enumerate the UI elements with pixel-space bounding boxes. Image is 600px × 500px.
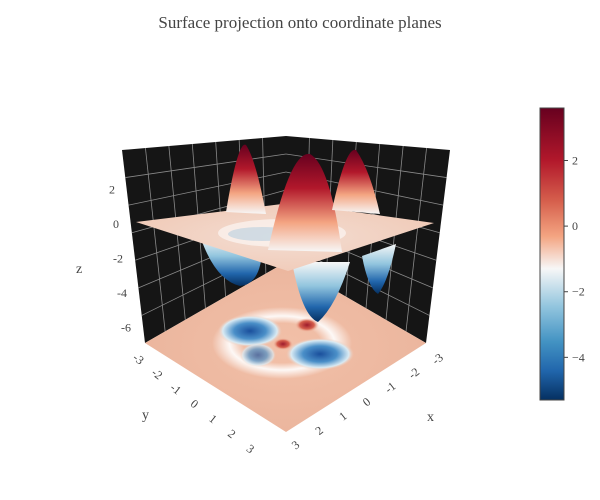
y-tick-label: 3 (244, 441, 257, 456)
z-axis-ticks: 2 0 -2 -4 -6 (109, 183, 131, 335)
z-tick-label: -6 (121, 321, 131, 335)
colorbar-gradient (539, 107, 565, 401)
colorbar-ticks: 2 0 −2 −4 (564, 153, 585, 364)
floor-blue-blob (240, 343, 276, 367)
y-tick-label: 2 (225, 426, 238, 441)
grid-line (128, 171, 287, 206)
y-tick-label: -3 (130, 350, 146, 367)
z-tick-label: -4 (117, 286, 127, 300)
floor-blue-blob (218, 315, 282, 347)
x-tick-label: -2 (406, 365, 422, 382)
x-tick-label: 1 (336, 409, 349, 424)
grid-line (405, 147, 427, 332)
x-tick-label: -3 (429, 350, 445, 367)
grid-line (125, 153, 287, 178)
y-tick-label: -1 (168, 380, 184, 397)
x-tick-label: 3 (289, 437, 302, 452)
y-tick-label: -2 (149, 365, 165, 382)
grid-line (145, 147, 166, 332)
z-tick-label: 0 (113, 217, 119, 231)
colorbar-tick-label: 0 (572, 219, 578, 233)
y-tick-label: 0 (188, 396, 201, 411)
surface-peaks (226, 144, 380, 252)
peak (268, 153, 342, 252)
colorbar-tick-label: −2 (572, 285, 585, 299)
floor-red-blob (273, 338, 293, 350)
x-tick-label: -1 (382, 379, 398, 396)
chart-title: Surface projection onto coordinate plane… (158, 13, 442, 32)
z-tick-label: 2 (109, 183, 115, 197)
x-tick-label: 0 (360, 394, 373, 409)
colorbar-tick-label: 2 (572, 153, 578, 167)
trough (292, 262, 350, 322)
x-tick-label: 2 (313, 423, 326, 438)
colorbar: 2 0 −2 −4 (539, 107, 585, 401)
y-tick-label: 1 (206, 411, 219, 426)
trough (362, 244, 396, 294)
z-tick-label: -2 (113, 252, 123, 266)
peak (226, 144, 266, 214)
x-axis-title: x (427, 410, 434, 425)
colorbar-tick-label: −4 (572, 350, 585, 364)
y-axis-title: y (142, 408, 149, 423)
floor-projection (145, 262, 426, 432)
floor-blue-blob (286, 338, 354, 370)
z-axis-title: z (76, 262, 82, 277)
peak (332, 149, 380, 214)
floor-red-blob (295, 318, 319, 332)
